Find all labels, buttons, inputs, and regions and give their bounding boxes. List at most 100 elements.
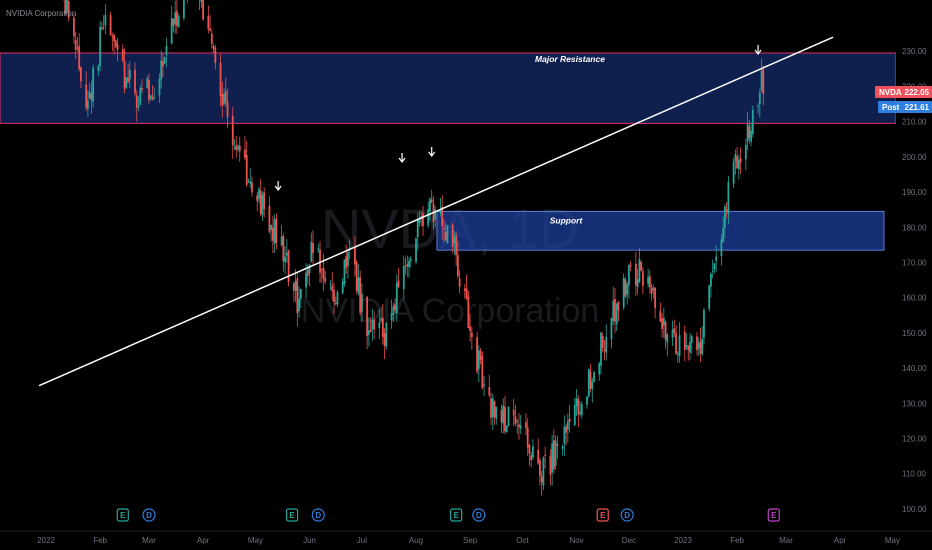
- candle: [366, 295, 369, 350]
- candles-layer: [63, 0, 765, 496]
- candle: [397, 267, 400, 289]
- candle: [137, 96, 140, 111]
- time-tick-label: Nov: [569, 536, 583, 545]
- candle: [617, 301, 620, 322]
- candle: [624, 276, 627, 298]
- candle: [247, 178, 250, 183]
- candle: [514, 404, 517, 426]
- price-tick-label: 130.00: [902, 399, 927, 408]
- candle: [601, 332, 604, 353]
- candle: [134, 62, 136, 97]
- candle: [409, 256, 412, 268]
- candle: [673, 319, 676, 337]
- candle: [575, 388, 578, 417]
- candle: [146, 75, 149, 89]
- candle: [111, 32, 114, 52]
- candle: [163, 56, 166, 65]
- candle: [552, 429, 555, 474]
- candle: [495, 406, 498, 425]
- price-tick-label: 110.00: [902, 470, 926, 479]
- candle: [441, 195, 444, 240]
- candle: [586, 396, 588, 409]
- candle: [233, 139, 236, 150]
- candle: [226, 88, 229, 129]
- down-arrow-icon[interactable]: [274, 181, 282, 191]
- support-zone[interactable]: [436, 210, 885, 251]
- svg-text:E: E: [120, 511, 126, 520]
- candle: [518, 413, 520, 440]
- candle: [336, 289, 339, 308]
- candle: [647, 268, 650, 288]
- candle: [221, 81, 224, 118]
- candle: [760, 58, 763, 93]
- candle: [359, 270, 362, 316]
- candle: [310, 232, 313, 263]
- candle: [697, 337, 700, 357]
- candle: [762, 65, 765, 106]
- candle: [710, 272, 712, 298]
- candle: [605, 324, 608, 361]
- candle: [549, 449, 552, 486]
- candle: [285, 239, 288, 263]
- candle: [90, 80, 93, 114]
- candle: [172, 18, 175, 33]
- dividend-marker[interactable]: D: [472, 508, 486, 522]
- time-tick-label: May: [885, 536, 900, 545]
- down-arrow-icon[interactable]: [398, 153, 406, 163]
- dividend-marker[interactable]: D: [311, 508, 325, 522]
- down-arrow-icon[interactable]: [428, 147, 436, 157]
- candle: [317, 243, 320, 254]
- candle: [634, 251, 637, 297]
- candle: [512, 398, 515, 426]
- earnings-marker[interactable]: E: [116, 508, 129, 522]
- candle: [446, 224, 449, 244]
- candle: [671, 320, 674, 347]
- earnings-marker[interactable]: E: [285, 508, 299, 522]
- candle: [493, 400, 496, 425]
- candle: [174, 0, 177, 34]
- dividend-marker[interactable]: D: [620, 508, 634, 522]
- candle: [113, 33, 115, 55]
- candle: [139, 84, 142, 106]
- candle: [528, 443, 531, 466]
- down-arrow-icon[interactable]: [754, 45, 762, 55]
- time-axis[interactable]: 2022 Feb Mar Apr May Jun Jul Aug Sep Oct Nov Dec 202…: [37, 536, 900, 545]
- candle: [85, 71, 88, 111]
- candle: [127, 64, 129, 83]
- candle: [732, 157, 735, 189]
- candle: [299, 288, 302, 309]
- candle: [66, 0, 68, 14]
- candle: [261, 191, 264, 221]
- candle: [491, 393, 494, 430]
- candle: [664, 320, 667, 349]
- candle: [689, 332, 691, 361]
- candle: [404, 257, 407, 275]
- candle: [470, 326, 473, 350]
- candle: [87, 90, 89, 118]
- candle: [406, 255, 409, 277]
- candle: [271, 216, 274, 254]
- candle: [88, 83, 91, 100]
- candle: [219, 53, 222, 107]
- price-tick-label: 180.00: [902, 223, 927, 232]
- earnings-marker[interactable]: E: [596, 508, 609, 522]
- time-tick-label: Jul: [357, 536, 367, 545]
- earnings-marker[interactable]: E: [767, 508, 780, 522]
- candle: [577, 394, 580, 428]
- candle: [746, 111, 749, 151]
- dividend-marker[interactable]: D: [142, 508, 156, 522]
- candle: [237, 143, 239, 152]
- price-tick-label: 200.00: [902, 153, 927, 162]
- candle: [678, 322, 681, 363]
- earnings-marker[interactable]: E: [450, 508, 463, 522]
- time-tick-label: Aug: [409, 536, 423, 545]
- trendline[interactable]: [38, 36, 834, 387]
- candle: [676, 351, 679, 363]
- candle: [102, 15, 105, 31]
- candle: [736, 146, 739, 170]
- svg-text:E: E: [289, 511, 295, 520]
- price-axis[interactable]: 230.00220.00210.00200.00190.00180.00170.…: [902, 47, 927, 514]
- candle: [357, 264, 360, 296]
